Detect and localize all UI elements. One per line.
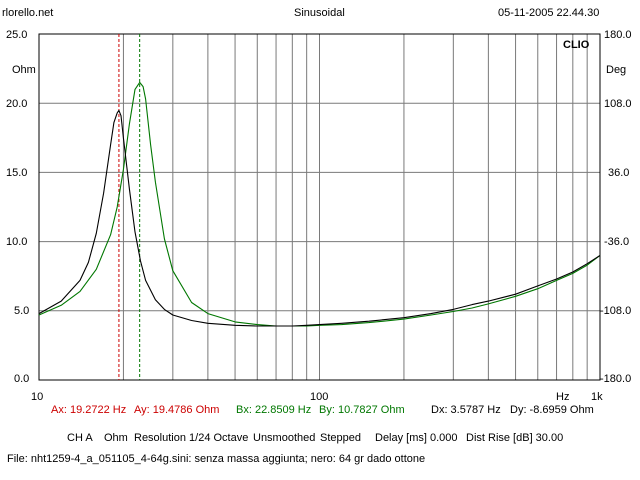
status-delay: Delay [ms] 0.000 bbox=[375, 432, 458, 444]
series-green-line bbox=[38, 81, 601, 327]
file-info: File: nht1259-4_a_051105_4-64g.sini: sen… bbox=[7, 453, 426, 465]
x-tick-label: 10 bbox=[31, 391, 44, 403]
cursor-b-y: By: 10.7827 Ohm bbox=[319, 404, 405, 416]
status-unit: Ohm bbox=[104, 432, 128, 444]
status-mode: Stepped bbox=[320, 432, 361, 444]
y-tick-label: 10.0 bbox=[6, 236, 28, 248]
cursor-a-x: Ax: 19.2722 Hz bbox=[51, 404, 127, 416]
y-tick-label: 25.0 bbox=[6, 29, 28, 41]
y2-tick-label: -108.0 bbox=[600, 305, 632, 317]
y2-tick-label: -36.0 bbox=[604, 236, 630, 248]
series-black-line bbox=[38, 109, 601, 327]
right-axis-unit: Deg bbox=[606, 64, 627, 76]
cursor-a-y: Ay: 19.4786 Ohm bbox=[134, 404, 220, 416]
left-axis-unit: Ohm bbox=[12, 64, 36, 76]
x-axis-unit: Hz bbox=[556, 391, 570, 403]
x-tick-label: 1k bbox=[591, 391, 603, 403]
y-tick-label: 15.0 bbox=[6, 167, 28, 179]
y2-tick-label: 108.0 bbox=[604, 98, 632, 110]
clio-logo: CLIO bbox=[563, 39, 590, 51]
cursor-delta-y: Dy: -8.6959 Ohm bbox=[510, 404, 594, 416]
measurement-type: Sinusoidal bbox=[294, 7, 345, 19]
cursor-delta-x: Dx: 3.5787 Hz bbox=[431, 404, 501, 416]
x-tick-label: 100 bbox=[310, 391, 329, 403]
y-tick-label: 20.0 bbox=[6, 98, 28, 110]
status-channel: CH A bbox=[67, 432, 93, 444]
y2-tick-label: 36.0 bbox=[608, 167, 630, 179]
cursor-b-x: Bx: 22.8509 Hz bbox=[236, 404, 312, 416]
y2-tick-label: 180.0 bbox=[604, 29, 632, 41]
plot-frame bbox=[38, 33, 601, 381]
y-tick-label: 5.0 bbox=[14, 305, 30, 317]
status-dist-rise: Dist Rise [dB] 30.00 bbox=[466, 432, 564, 444]
y2-tick-label: -180.0 bbox=[600, 373, 632, 385]
site-label: rlorello.net bbox=[2, 7, 54, 19]
y-tick-label: 0.0 bbox=[14, 373, 30, 385]
status-resolution: Resolution 1/24 Octave bbox=[134, 432, 249, 444]
status-smoothing: Unsmoothed bbox=[253, 432, 316, 444]
timestamp: 05-11-2005 22.44.30 bbox=[498, 7, 600, 19]
